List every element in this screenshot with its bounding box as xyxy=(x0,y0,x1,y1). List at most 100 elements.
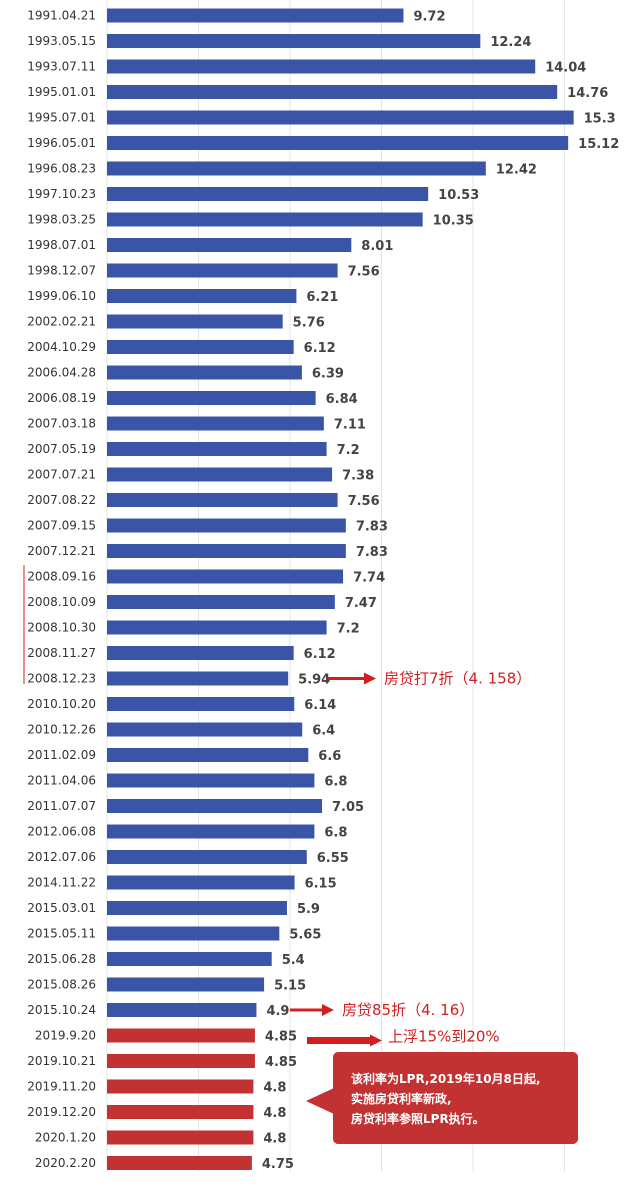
arrow-head xyxy=(322,1004,334,1016)
category-label: 1996.08.23 xyxy=(27,162,96,176)
bar xyxy=(107,595,335,609)
category-label: 2011.02.09 xyxy=(27,748,96,762)
bar xyxy=(107,391,316,405)
labels: 1991.04.21 9.72 1993.05.15 12.24 1993.07.11 1… xyxy=(27,9,619,1173)
bar xyxy=(107,620,327,635)
category-label: 2020.2.20 xyxy=(35,1156,96,1170)
value-label: 5.65 xyxy=(289,928,321,943)
category-label: 2010.10.20 xyxy=(27,697,96,711)
value-label: 6.6 xyxy=(318,749,341,764)
value-label: 6.12 xyxy=(304,341,336,356)
annotation-float-up: 上浮15%到20% xyxy=(388,1028,500,1046)
category-label: 1997.10.23 xyxy=(27,187,96,201)
category-label: 1993.05.15 xyxy=(27,34,96,48)
bar xyxy=(107,1105,254,1119)
bar xyxy=(107,722,303,737)
bar xyxy=(107,416,324,431)
value-label: 6.12 xyxy=(304,647,336,662)
value-label: 7.2 xyxy=(337,622,360,637)
bar xyxy=(107,799,323,813)
category-label: 2012.06.08 xyxy=(27,825,96,839)
value-label: 4.75 xyxy=(262,1157,294,1172)
bar xyxy=(107,901,287,915)
bar xyxy=(107,697,295,711)
value-label: 6.55 xyxy=(317,851,349,866)
value-label: 7.83 xyxy=(356,545,388,560)
category-label: 2008.12.23 xyxy=(27,672,96,686)
value-label: 5.9 xyxy=(297,902,320,917)
category-label: 1998.12.07 xyxy=(27,264,96,278)
category-label: 2020.1.20 xyxy=(35,1131,96,1145)
value-label: 4.85 xyxy=(265,1055,297,1070)
category-label: 2019.10.21 xyxy=(27,1054,96,1068)
value-label: 4.8 xyxy=(263,1132,286,1147)
category-label: 2019.12.20 xyxy=(27,1105,96,1119)
value-label: 5.4 xyxy=(282,953,305,968)
category-label: 1999.06.10 xyxy=(27,289,96,303)
category-label: 2019.11.20 xyxy=(27,1080,96,1094)
category-label: 1991.04.21 xyxy=(27,9,96,23)
bar xyxy=(107,263,338,278)
value-label: 7.38 xyxy=(342,469,374,484)
bar xyxy=(107,850,307,864)
bar xyxy=(107,518,346,533)
value-label: 6.84 xyxy=(326,392,358,407)
category-label: 1995.01.01 xyxy=(27,85,96,99)
bar xyxy=(107,646,294,660)
category-label: 2007.08.22 xyxy=(27,493,96,507)
bar xyxy=(107,1079,254,1094)
value-label: 7.56 xyxy=(348,494,380,509)
note-box xyxy=(333,1052,578,1144)
category-label: 2011.07.07 xyxy=(27,799,96,813)
bar xyxy=(107,493,338,507)
value-label: 6.4 xyxy=(312,724,335,739)
note-line: 该利率为LPR,2019年10月8日起, xyxy=(351,1071,540,1086)
category-label: 2015.10.24 xyxy=(27,1003,96,1017)
bar xyxy=(107,671,289,686)
category-label: 1993.07.11 xyxy=(27,60,96,74)
note-line: 实施房贷利率新政, xyxy=(351,1091,452,1106)
annotation-70pct: 房贷打7折（4. 158） xyxy=(384,670,531,688)
bar xyxy=(107,59,536,74)
bar xyxy=(107,773,315,788)
category-label: 2007.07.21 xyxy=(27,468,96,482)
bar xyxy=(107,85,558,99)
bar xyxy=(107,569,344,584)
value-label: 15.3 xyxy=(584,112,616,127)
value-label: 10.35 xyxy=(433,214,474,229)
value-label: 14.76 xyxy=(567,86,608,101)
value-label: 4.85 xyxy=(265,1030,297,1045)
value-label: 6.14 xyxy=(304,698,336,713)
bar xyxy=(107,1130,254,1145)
value-label: 10.53 xyxy=(438,188,479,203)
bar xyxy=(107,748,309,762)
value-label: 7.11 xyxy=(334,418,366,433)
note-line: 房贷利率参照LPR执行。 xyxy=(351,1111,485,1126)
bar xyxy=(107,110,574,125)
bar xyxy=(107,289,297,303)
category-label: 2008.09.16 xyxy=(27,570,96,584)
category-label: 2015.08.26 xyxy=(27,978,96,992)
bar xyxy=(107,1028,255,1043)
note-pointer xyxy=(306,1088,334,1114)
bar xyxy=(107,1054,255,1068)
bar xyxy=(107,442,327,456)
lpr-note-box: 该利率为LPR,2019年10月8日起, 实施房贷利率新政, 房贷利率参照LPR执行… xyxy=(306,1052,578,1144)
category-label: 2006.08.19 xyxy=(27,391,96,405)
bar xyxy=(107,212,423,227)
category-label: 2008.10.30 xyxy=(27,621,96,635)
value-label: 7.05 xyxy=(332,800,364,815)
bar xyxy=(107,875,295,890)
bar xyxy=(107,952,272,966)
value-label: 7.74 xyxy=(353,571,385,586)
category-label: 1995.07.01 xyxy=(27,111,96,125)
category-label: 2015.05.11 xyxy=(27,927,96,941)
bar xyxy=(107,340,294,354)
category-label: 2002.02.21 xyxy=(27,315,96,329)
annotation-85pct: 房贷85折（4. 16） xyxy=(342,1001,474,1019)
category-label: 2014.11.22 xyxy=(27,876,96,890)
value-label: 5.76 xyxy=(293,316,325,331)
value-label: 4.8 xyxy=(263,1081,286,1096)
category-label: 2019.9.20 xyxy=(35,1029,96,1043)
